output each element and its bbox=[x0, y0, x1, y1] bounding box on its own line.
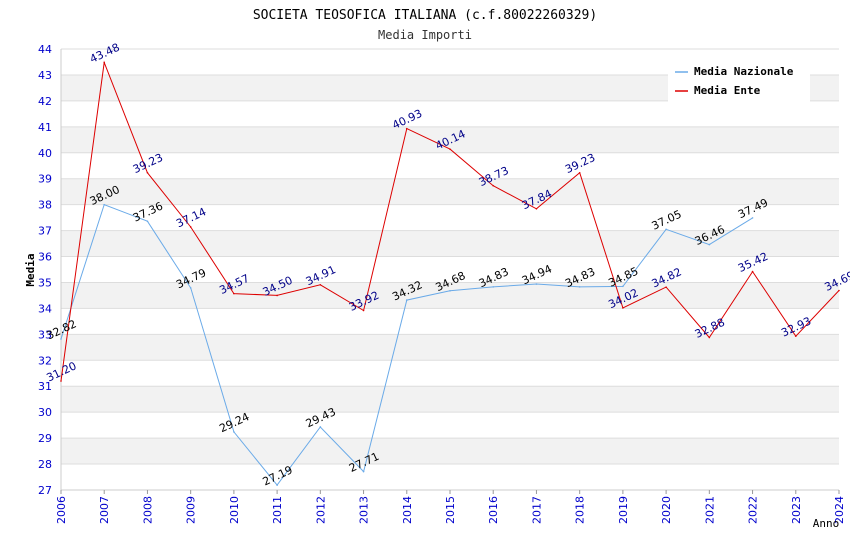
y-tick-label: 30 bbox=[38, 406, 52, 419]
y-tick-label: 28 bbox=[38, 458, 52, 471]
y-tick-label: 33 bbox=[38, 328, 52, 341]
y-tick-label: 27 bbox=[38, 484, 52, 497]
x-tick-label: 2018 bbox=[574, 496, 587, 524]
x-tick-label: 2011 bbox=[271, 496, 284, 524]
data-point bbox=[319, 284, 322, 286]
legend-label-nazionale: Media Nazionale bbox=[694, 65, 794, 78]
data-point bbox=[751, 270, 754, 273]
y-tick-label: 29 bbox=[38, 432, 52, 445]
grid-band bbox=[61, 230, 839, 257]
data-labels: 32.8238.0037.3634.7929.2427.1929.4327.71… bbox=[44, 41, 850, 489]
y-axis-label: Media bbox=[24, 253, 37, 286]
y-tick-label: 41 bbox=[38, 121, 52, 134]
data-point bbox=[60, 338, 62, 340]
data-point bbox=[60, 380, 62, 382]
x-tick-label: 2009 bbox=[185, 496, 198, 524]
chart-title: SOCIETA TEOSOFICA ITALIANA (c.f.80022260… bbox=[253, 8, 597, 23]
x-tick-label: 2012 bbox=[314, 496, 327, 524]
grid-lines bbox=[60, 48, 839, 491]
y-tick-label: 34 bbox=[38, 302, 52, 315]
data-point bbox=[146, 220, 149, 223]
x-axis-ticks: 2006 2007 2008 2009 2010 2011 2012 2013 2014 2015… bbox=[55, 490, 846, 524]
data-point bbox=[535, 207, 538, 210]
data-point bbox=[405, 127, 408, 130]
grid-band bbox=[61, 438, 839, 465]
data-point bbox=[622, 285, 624, 288]
legend-background bbox=[668, 60, 810, 102]
y-tick-label: 44 bbox=[38, 43, 52, 56]
x-tick-label: 2019 bbox=[617, 496, 630, 524]
data-point bbox=[449, 289, 451, 292]
data-point bbox=[276, 484, 278, 486]
grid-band bbox=[61, 178, 839, 205]
x-tick-label: 2006 bbox=[55, 496, 68, 524]
data-point bbox=[492, 286, 495, 288]
x-tick-label: 2007 bbox=[98, 496, 111, 524]
y-tick-label: 39 bbox=[38, 173, 52, 186]
data-point bbox=[189, 287, 192, 289]
x-tick-label: 2020 bbox=[660, 496, 673, 524]
x-tick-label: 2023 bbox=[790, 496, 803, 524]
legend-label-ente: Media Ente bbox=[694, 84, 761, 97]
legend: Media Nazionale Media Ente bbox=[668, 60, 810, 102]
data-point bbox=[319, 426, 322, 428]
data-point bbox=[362, 470, 365, 473]
x-tick-label: 2014 bbox=[401, 496, 414, 524]
data-point bbox=[622, 307, 624, 309]
data-point bbox=[233, 431, 235, 433]
data-point bbox=[103, 203, 106, 206]
x-tick-label: 2022 bbox=[747, 496, 760, 524]
data-point bbox=[578, 171, 581, 174]
data-point bbox=[189, 226, 192, 228]
data-point bbox=[794, 335, 797, 337]
data-point bbox=[535, 283, 538, 285]
x-tick-label: 2016 bbox=[487, 496, 500, 524]
y-tick-label: 43 bbox=[38, 69, 52, 82]
x-tick-label: 2015 bbox=[444, 496, 457, 524]
grid-band bbox=[61, 386, 839, 413]
data-point bbox=[838, 289, 840, 292]
data-point bbox=[578, 286, 581, 288]
data-point bbox=[276, 294, 278, 297]
x-tick-label: 2021 bbox=[703, 496, 716, 524]
y-axis-ticks: 27 28 29 30 31 32 33 34 35 36 37 38 39 40 41 42 43 44 bbox=[38, 43, 52, 497]
y-tick-label: 37 bbox=[38, 225, 52, 238]
x-axis-label: Anno bbox=[813, 517, 840, 530]
grid-band bbox=[61, 334, 839, 361]
data-point bbox=[362, 309, 365, 312]
y-tick-label: 32 bbox=[38, 354, 52, 367]
x-tick-label: 2024 bbox=[833, 496, 846, 524]
series-group bbox=[60, 60, 840, 486]
y-tick-label: 35 bbox=[38, 276, 52, 289]
data-point bbox=[751, 217, 754, 219]
data-point bbox=[665, 286, 667, 288]
grid-band bbox=[61, 282, 839, 309]
grid-bands bbox=[61, 74, 839, 465]
data-point bbox=[449, 148, 451, 150]
x-tick-label: 2017 bbox=[530, 496, 543, 524]
data-point bbox=[146, 171, 149, 174]
data-point bbox=[233, 292, 235, 295]
y-tick-label: 40 bbox=[38, 147, 52, 160]
y-tick-label: 38 bbox=[38, 199, 52, 212]
data-point bbox=[103, 61, 106, 64]
y-tick-label: 36 bbox=[38, 251, 52, 264]
y-tick-label: 42 bbox=[38, 95, 52, 108]
x-tick-label: 2010 bbox=[228, 496, 241, 524]
chart-subtitle: Media Importi bbox=[378, 28, 472, 42]
x-tick-label: 2008 bbox=[141, 496, 154, 524]
x-tick-label: 2013 bbox=[358, 496, 371, 524]
data-point bbox=[492, 184, 495, 187]
data-point bbox=[405, 299, 408, 301]
data-point bbox=[708, 243, 711, 246]
y-tick-label: 31 bbox=[38, 380, 52, 393]
data-point bbox=[665, 228, 667, 231]
data-point bbox=[708, 336, 711, 339]
